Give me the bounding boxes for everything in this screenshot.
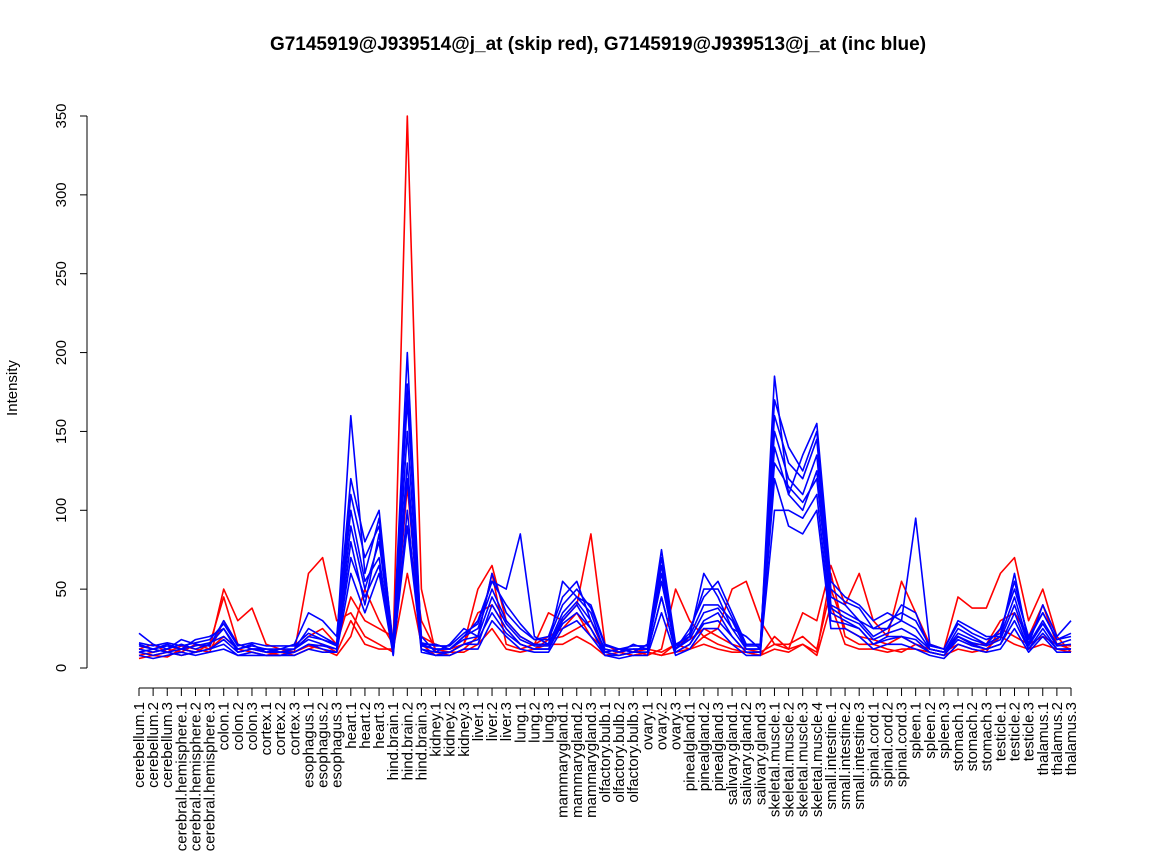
x-tick-label: kidney.3 xyxy=(456,702,473,757)
y-tick-label: 250 xyxy=(53,261,70,286)
x-tick-label: liver.1 xyxy=(470,702,487,741)
x-tick-label: kidney.2 xyxy=(442,702,459,757)
x-tick-label: salivary.gland.1 xyxy=(724,702,741,805)
y-tick-label: 300 xyxy=(53,182,70,207)
x-tick-label: cerebral.hemisphere.3 xyxy=(202,702,219,851)
x-tick-label: esophagus.1 xyxy=(300,702,317,788)
x-tick-label: heart.2 xyxy=(357,702,374,749)
x-tick-label: heart.1 xyxy=(343,702,360,749)
x-axis: cerebellum.1cerebellum.2cerebellum.3cere… xyxy=(131,687,1080,851)
x-tick-label: colon.3 xyxy=(244,702,261,750)
x-tick-label: cerebral.hemisphere.1 xyxy=(173,702,190,851)
x-tick-label: spleen.3 xyxy=(936,702,953,759)
x-tick-label: cerebral.hemisphere.2 xyxy=(187,702,204,851)
x-tick-label: pinealgland.1 xyxy=(682,702,699,791)
x-tick-label: lung.3 xyxy=(541,702,558,743)
y-tick-label: 200 xyxy=(53,340,70,365)
x-tick-label: spinal.cord.1 xyxy=(865,702,882,787)
x-tick-label: salivary.gland.3 xyxy=(752,702,769,805)
x-tick-label: skeletal.muscle.2 xyxy=(781,702,798,817)
x-tick-label: cerebellum.1 xyxy=(131,702,148,788)
x-tick-label: spinal.cord.3 xyxy=(894,702,911,787)
inc-series-line xyxy=(138,477,1071,660)
inc-series-line xyxy=(138,351,1072,654)
x-tick-label: heart.3 xyxy=(371,702,388,749)
x-tick-label: pinealgland.2 xyxy=(696,702,713,791)
x-tick-label: stomach.1 xyxy=(950,702,967,771)
x-tick-label: olfactory.bulb.1 xyxy=(597,702,614,803)
x-tick-label: ovary.2 xyxy=(653,702,670,750)
skip-series-line xyxy=(138,525,1072,654)
x-tick-label: lung.1 xyxy=(512,702,529,743)
x-tick-label: hind.brain.2 xyxy=(399,702,416,780)
x-tick-label: testicle.2 xyxy=(1007,702,1024,761)
x-tick-label: stomach.2 xyxy=(964,702,981,771)
x-tick-label: small.intestine.2 xyxy=(837,702,854,810)
x-tick-label: small.intestine.3 xyxy=(851,702,868,810)
y-tick-label: 0 xyxy=(53,664,70,672)
y-tick-label: 150 xyxy=(53,419,70,444)
chart-title: G7145919@J939514@j_at (skip red), G71459… xyxy=(270,34,926,55)
x-tick-label: spinal.cord.2 xyxy=(879,702,896,787)
x-tick-label: liver.3 xyxy=(498,702,515,741)
inc-series-line xyxy=(138,399,1072,654)
x-tick-label: lung.2 xyxy=(526,702,543,743)
x-tick-label: mammarygland.1 xyxy=(555,702,572,818)
y-tick-label: 100 xyxy=(53,498,70,523)
x-tick-label: ovary.1 xyxy=(639,702,656,750)
x-tick-label: cortex.3 xyxy=(286,702,303,755)
y-axis: 0 50 100 150 200 250 300 350 xyxy=(53,103,88,672)
skip-series-line xyxy=(138,115,1072,658)
x-tick-label: mammarygland.3 xyxy=(583,702,600,818)
y-tick-label: 350 xyxy=(53,103,70,128)
inc-series-line xyxy=(138,462,1072,654)
x-tick-label: mammarygland.2 xyxy=(569,702,586,818)
x-tick-label: esophagus.3 xyxy=(329,702,346,788)
x-tick-label: hind.brain.3 xyxy=(413,702,430,780)
x-tick-label: spleen.1 xyxy=(908,702,925,759)
x-tick-label: olfactory.bulb.2 xyxy=(611,702,628,803)
x-tick-label: thalamus.1 xyxy=(1035,702,1052,775)
inc-series-line xyxy=(138,493,1071,657)
x-tick-label: skeletal.muscle.1 xyxy=(766,702,783,817)
x-tick-label: pinealgland.3 xyxy=(710,702,727,791)
x-tick-label: cortex.1 xyxy=(258,702,275,755)
x-tick-label: liver.2 xyxy=(484,702,501,741)
x-tick-label: spleen.2 xyxy=(922,702,939,759)
series-lines xyxy=(138,115,1072,660)
x-tick-label: cerebellum.3 xyxy=(159,702,176,788)
x-tick-label: small.intestine.1 xyxy=(823,702,840,810)
x-tick-label: colon.1 xyxy=(216,702,233,750)
x-tick-label: skeletal.muscle.4 xyxy=(809,702,826,817)
x-tick-label: testicle.1 xyxy=(992,702,1009,761)
inc-series-line xyxy=(138,430,1072,654)
x-tick-label: thalamus.2 xyxy=(1049,702,1066,775)
skip-series-line xyxy=(138,485,1072,657)
inc-series-line xyxy=(138,446,1071,657)
x-tick-label: hind.brain.1 xyxy=(385,702,402,780)
x-tick-label: thalamus.3 xyxy=(1063,702,1080,775)
x-tick-label: cerebellum.2 xyxy=(145,702,162,788)
inc-series-line xyxy=(138,383,1072,650)
x-tick-label: cortex.2 xyxy=(272,702,289,755)
y-tick-label: 50 xyxy=(53,581,70,598)
x-tick-label: skeletal.muscle.3 xyxy=(795,702,812,817)
y-axis-label: Intensity xyxy=(4,360,21,416)
x-tick-label: colon.2 xyxy=(230,702,247,750)
x-tick-label: olfactory.bulb.3 xyxy=(625,702,642,803)
x-tick-label: testicle.3 xyxy=(1021,702,1038,761)
x-tick-label: esophagus.2 xyxy=(315,702,332,788)
x-tick-label: ovary.3 xyxy=(668,702,685,750)
x-tick-label: salivary.gland.2 xyxy=(738,702,755,805)
x-tick-label: kidney.1 xyxy=(428,702,445,757)
x-tick-label: stomach.3 xyxy=(978,702,995,771)
